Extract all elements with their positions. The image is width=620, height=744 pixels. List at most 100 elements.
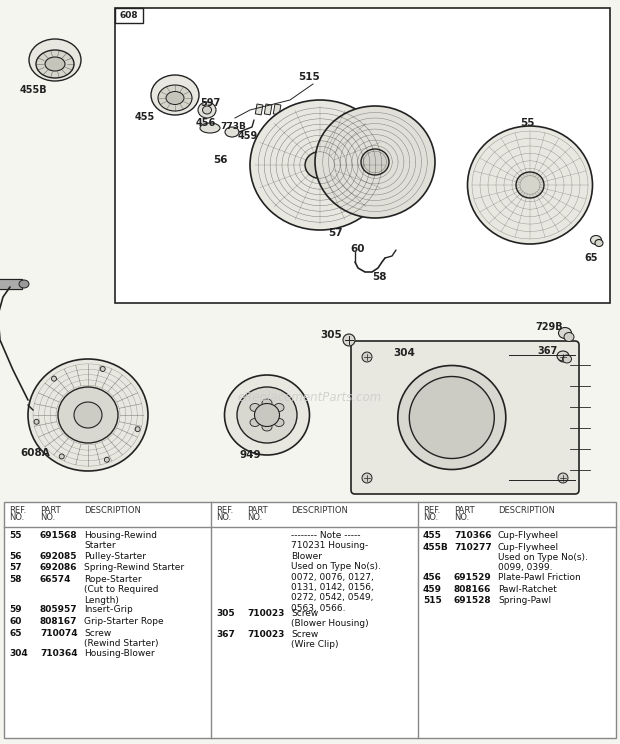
Text: 710023: 710023 [247,630,285,639]
Text: PART: PART [247,506,268,515]
Text: 710366: 710366 [454,531,492,540]
Text: 305: 305 [320,330,342,340]
Text: 773B: 773B [220,122,246,131]
Ellipse shape [237,387,297,443]
Text: Spring-Pawl: Spring-Pawl [498,596,551,605]
Text: Plate-Pawl Friction: Plate-Pawl Friction [498,573,581,582]
Text: Housing-Rewind
Starter: Housing-Rewind Starter [84,531,157,551]
Ellipse shape [590,236,601,245]
Text: 455: 455 [423,531,442,540]
Text: DESCRIPTION: DESCRIPTION [291,506,348,515]
Text: 459: 459 [423,585,442,594]
Text: 597: 597 [200,98,220,108]
Bar [264,104,272,115]
Text: Housing-Blower: Housing-Blower [84,650,154,658]
Text: NO.: NO. [454,513,469,522]
Text: 65: 65 [9,629,22,638]
Ellipse shape [564,333,574,341]
Text: 56: 56 [9,552,22,561]
Text: 710277: 710277 [454,542,492,551]
Text: 949: 949 [240,450,262,460]
Text: Rope-Starter
(Cut to Required
Length): Rope-Starter (Cut to Required Length) [84,575,159,605]
Circle shape [558,473,568,483]
Text: 304: 304 [393,348,415,358]
Text: Screw
(Wire Clip): Screw (Wire Clip) [291,630,339,650]
Text: REF.: REF. [423,506,440,515]
FancyBboxPatch shape [351,341,579,494]
Ellipse shape [361,149,389,175]
Text: -------- Note -----
710231 Housing-
Blower
Used on Type No(s).
0072, 0076, 0127,: -------- Note ----- 710231 Housing- Blow… [291,531,381,613]
Text: 60: 60 [350,244,365,254]
Ellipse shape [203,106,211,114]
Bar [4,502,616,738]
Circle shape [558,352,568,362]
Text: 808166: 808166 [454,585,492,594]
Text: 455B: 455B [423,542,449,551]
Ellipse shape [135,427,140,432]
Ellipse shape [29,39,81,81]
Text: 805957: 805957 [40,606,78,615]
Ellipse shape [595,240,603,246]
Ellipse shape [409,376,494,458]
Ellipse shape [274,418,284,426]
Text: 729B: 729B [535,322,562,332]
Ellipse shape [58,387,118,443]
Text: eReplacementParts.com: eReplacementParts.com [238,391,382,405]
Ellipse shape [166,92,184,104]
Text: Pulley-Starter: Pulley-Starter [84,552,146,561]
Ellipse shape [200,123,220,133]
Circle shape [343,334,355,346]
Text: 66574: 66574 [40,575,71,584]
Bar [0,279,22,289]
Ellipse shape [198,102,216,118]
Text: 367: 367 [537,346,557,356]
Text: Screw
(Blower Housing): Screw (Blower Housing) [291,609,369,629]
Text: 58: 58 [9,575,22,584]
Ellipse shape [19,280,29,288]
Ellipse shape [262,399,272,407]
Text: 455B: 455B [20,85,48,95]
Text: REF.: REF. [9,506,26,515]
Text: 367: 367 [216,630,235,639]
Ellipse shape [151,75,199,115]
Bar [115,8,143,23]
Text: 456: 456 [423,573,442,582]
Text: Cup-Flywheel
Used on Type No(s).
0099, 0399.: Cup-Flywheel Used on Type No(s). 0099, 0… [498,542,588,572]
Circle shape [362,352,372,362]
Text: Spring-Rewind Starter: Spring-Rewind Starter [84,563,184,572]
Text: 65: 65 [584,253,598,263]
Ellipse shape [74,402,102,428]
Ellipse shape [51,376,56,381]
Text: 692085: 692085 [40,552,78,561]
Text: PART: PART [454,506,475,515]
Text: 691528: 691528 [454,596,492,605]
Text: DESCRIPTION: DESCRIPTION [84,506,141,515]
Ellipse shape [254,403,280,426]
Ellipse shape [516,172,544,198]
Text: NO.: NO. [40,513,55,522]
Ellipse shape [557,351,569,361]
Text: 60: 60 [9,617,21,626]
Ellipse shape [559,327,572,339]
Ellipse shape [36,50,74,78]
Text: Insert-Grip: Insert-Grip [84,606,133,615]
Text: Screw
(Rewind Starter): Screw (Rewind Starter) [84,629,159,648]
Ellipse shape [224,375,309,455]
Text: 455: 455 [135,112,155,122]
Text: 57: 57 [328,228,343,238]
Text: 57: 57 [9,563,22,572]
Text: 691529: 691529 [454,573,492,582]
Ellipse shape [398,365,506,469]
Ellipse shape [250,418,260,426]
Text: 59: 59 [9,606,22,615]
Text: DESCRIPTION: DESCRIPTION [498,506,555,515]
Ellipse shape [60,454,64,459]
Text: 692086: 692086 [40,563,78,572]
Ellipse shape [250,403,260,411]
Bar [255,104,263,115]
Text: 459: 459 [238,131,259,141]
Ellipse shape [28,359,148,471]
Ellipse shape [34,420,39,424]
Circle shape [362,473,372,483]
Ellipse shape [45,57,65,71]
